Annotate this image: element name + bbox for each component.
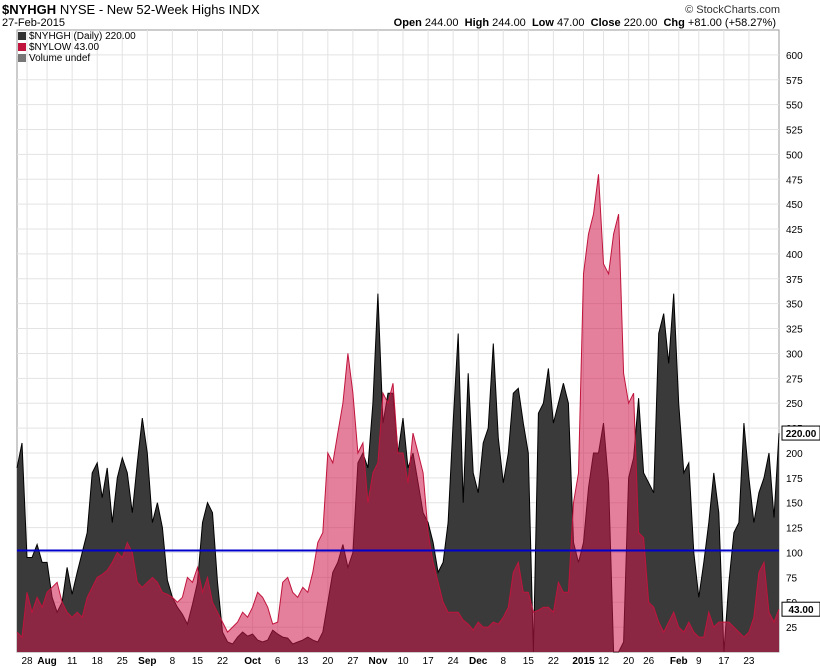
- y-tick-label: 600: [786, 51, 803, 62]
- y-tick-label: 250: [786, 399, 803, 410]
- y-tick-label: 475: [786, 175, 803, 186]
- y-tick-label: 150: [786, 499, 803, 510]
- last-value-nyhgh-label: 220.00: [786, 429, 817, 440]
- symbol-description: NYSE - New 52-Week Highs: [59, 2, 226, 17]
- y-tick-label: 300: [786, 349, 803, 360]
- y-tick-label: 375: [786, 275, 803, 286]
- x-tick-label: 20: [623, 656, 635, 667]
- x-tick-label: 23: [743, 656, 755, 667]
- low-label: Low: [531, 17, 554, 29]
- x-tick-label: Dec: [469, 656, 488, 667]
- last-value-nylow-label: 43.00: [788, 605, 813, 616]
- symbol-line: $NYHGH NYSE - New 52-Week Highs INDX: [2, 2, 260, 17]
- symbol-ticker: $NYHGH: [2, 2, 57, 17]
- y-tick-label: 400: [786, 250, 803, 261]
- x-tick-label: Sep: [138, 656, 156, 667]
- x-tick-label: 24: [448, 656, 460, 667]
- x-tick-label: 17: [718, 656, 730, 667]
- x-tick-label: 18: [92, 656, 104, 667]
- y-tick-label: 100: [786, 548, 803, 559]
- y-tick-label: 450: [786, 200, 803, 211]
- last-value-nylow-box: [781, 601, 820, 617]
- y-tick-label: 200: [786, 449, 803, 460]
- y-tick-label: 125: [786, 524, 803, 535]
- legend-label-nyhgh: $NYHGH (Daily) 220.00: [29, 31, 136, 42]
- chart-date: 27-Feb-2015: [2, 17, 65, 29]
- y-tick-label: 175: [786, 474, 803, 485]
- series-nylow-line: [16, 174, 780, 639]
- y-tick-label: 525: [786, 126, 803, 137]
- y-tick-label: 325: [786, 325, 803, 336]
- x-tick-label: 8: [500, 656, 506, 667]
- ohlc-readout: Open 244.00 High 244.00 Low 47.00 Close …: [394, 17, 776, 29]
- x-tick-label: 20: [322, 656, 334, 667]
- legend-swatch-nylow: [18, 43, 26, 51]
- legend-entry-volume: Volume undef: [18, 53, 136, 64]
- x-tick-label: 2015: [572, 656, 595, 667]
- y-tick-label: 500: [786, 150, 803, 161]
- x-tick-label: 26: [643, 656, 655, 667]
- x-tick-label: Feb: [670, 656, 688, 667]
- legend-swatch-nyhgh: [18, 32, 26, 40]
- y-tick-label: 275: [786, 374, 803, 385]
- close-value: 220.00: [623, 17, 658, 29]
- x-tick-label: 6: [275, 656, 281, 667]
- legend-swatch-volume: [18, 54, 26, 62]
- y-tick-label: 425: [786, 225, 803, 236]
- open-label: Open: [393, 17, 422, 29]
- x-tick-label: 15: [192, 656, 204, 667]
- x-tick-label: 11: [67, 656, 78, 667]
- legend-label-nylow: $NYLOW 43.00: [29, 42, 100, 53]
- x-tick-label: 15: [523, 656, 535, 667]
- series-nylow-area: [17, 174, 779, 653]
- chart-header: $NYHGH NYSE - New 52-Week Highs INDX 27-…: [0, 0, 820, 34]
- open-value: 244.00: [424, 17, 459, 29]
- legend-entry-nyhgh: $NYHGH (Daily) 220.00: [18, 31, 136, 42]
- chart-legend: $NYHGH (Daily) 220.00 $NYLOW 43.00 Volum…: [18, 31, 136, 64]
- y-tick-label: 550: [786, 101, 803, 112]
- high-label: High: [464, 17, 490, 29]
- x-tick-label: 25: [117, 656, 129, 667]
- x-tick-label: 22: [217, 656, 229, 667]
- y-tick-label: 350: [786, 300, 803, 311]
- x-tick-label: Oct: [244, 656, 261, 667]
- x-tick-label: Nov: [368, 656, 387, 667]
- x-tick-label: 8: [170, 656, 176, 667]
- low-value: 47.00: [557, 17, 585, 29]
- legend-label-volume: Volume undef: [29, 53, 91, 64]
- y-tick-label: 75: [786, 573, 798, 584]
- high-value: 244.00: [492, 17, 526, 29]
- symbol-exchange: INDX: [228, 2, 260, 17]
- x-tick-label: 27: [347, 656, 359, 667]
- close-label: Close: [590, 17, 621, 29]
- x-tick-label: 9: [696, 656, 702, 667]
- x-tick-label: 10: [397, 656, 409, 667]
- x-tick-label: 12: [598, 656, 610, 667]
- x-tick-label: 28: [21, 656, 33, 667]
- last-value-nyhgh-box: [781, 425, 820, 441]
- x-tick-label: Aug: [37, 656, 56, 667]
- x-tick-label: 22: [548, 656, 560, 667]
- legend-entry-nylow: $NYLOW 43.00: [18, 42, 136, 53]
- y-tick-label: 25: [786, 623, 798, 634]
- x-tick-label: 17: [423, 656, 435, 667]
- brand-logo[interactable]: © StockCharts.com: [685, 4, 780, 16]
- chg-value: +81.00 (+58.27%): [687, 17, 776, 29]
- chg-label: Chg: [663, 17, 685, 29]
- y-tick-label: 575: [786, 76, 803, 87]
- x-tick-label: 13: [297, 656, 309, 667]
